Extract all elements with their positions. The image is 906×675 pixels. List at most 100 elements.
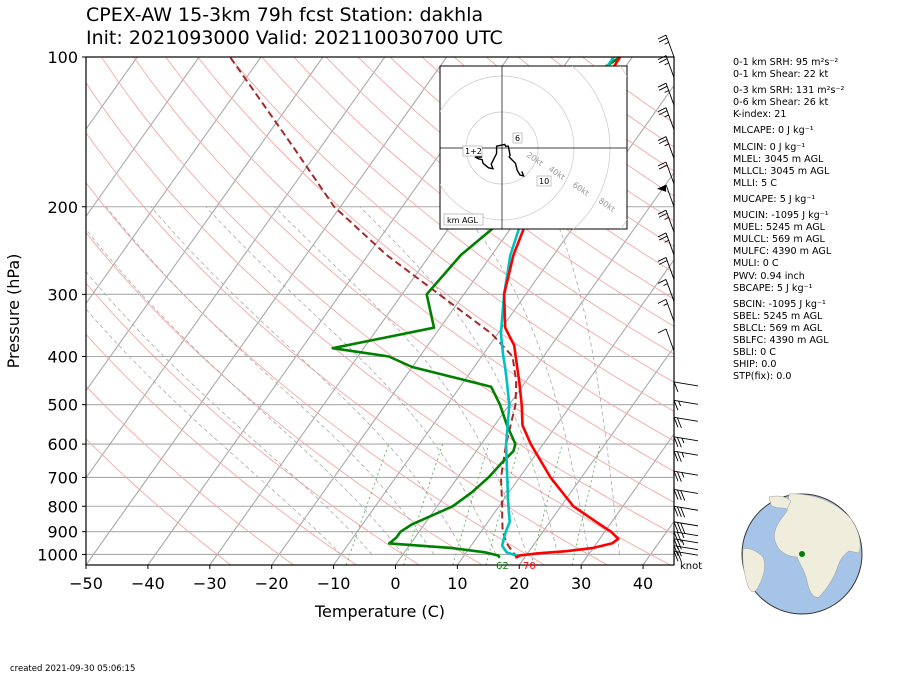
surface-temperature-label: 70 <box>523 561 536 572</box>
barb-half-flag <box>664 114 669 118</box>
index-line: MULI: 0 C <box>733 258 779 270</box>
chart-traces <box>229 57 622 559</box>
dry-adiabat <box>86 131 608 565</box>
barb-flag <box>676 471 682 482</box>
dry-adiabat <box>86 333 357 565</box>
y-tick-label: 1000 <box>37 545 78 564</box>
parcel_path-trace <box>229 57 520 559</box>
wind-barb <box>657 161 675 185</box>
index-line: MUCIN: -1095 J kg⁻¹ <box>733 210 829 222</box>
barb-flag <box>680 507 686 518</box>
index-line: 0-1 km SRH: 95 m²s⁻² <box>733 57 839 68</box>
x-tick-label: 0 <box>390 574 400 593</box>
barb-flag <box>658 37 668 43</box>
hodograph-height-box <box>462 145 483 157</box>
moist-adiabat <box>550 206 620 555</box>
wind-barb <box>657 107 675 130</box>
hodograph-height-box <box>536 175 552 187</box>
isotherm <box>86 57 448 565</box>
barb-shaft <box>665 184 675 207</box>
barb-shaft <box>665 107 675 130</box>
y-tick-label: 200 <box>47 198 78 217</box>
barb-shaft <box>665 328 675 352</box>
barb-flag <box>658 58 668 64</box>
x-tick-label: −20 <box>255 574 289 593</box>
dry-adiabat <box>86 385 294 565</box>
barb-flag <box>657 161 667 167</box>
y-tick-label: 500 <box>47 396 78 415</box>
wind-barb <box>673 450 699 462</box>
wind-barb <box>673 538 699 550</box>
wind-unit-label: knot <box>680 561 702 572</box>
barb-shaft <box>673 381 699 387</box>
moist-adiabat <box>274 206 528 555</box>
barb-shaft <box>673 450 699 456</box>
barb-flag <box>658 164 668 170</box>
isotherm <box>86 57 200 218</box>
barb-shaft <box>673 505 699 511</box>
wind-barbs <box>657 34 699 562</box>
mixing-ratio-line <box>403 443 444 565</box>
barb-shaft <box>673 550 699 556</box>
barb-flag <box>673 400 679 411</box>
mixing-ratio-line <box>530 443 563 565</box>
barb-flag <box>657 136 667 141</box>
dry-adiabat <box>101 57 674 535</box>
index-line: 0-6 km Shear: 26 kt <box>733 97 829 109</box>
x-tick-label: −50 <box>69 574 103 593</box>
index-line: 0-3 km SRH: 131 m²s⁻² <box>733 85 845 97</box>
dry-adiabat <box>357 57 674 300</box>
hodograph-footer-box <box>443 213 484 226</box>
y-tick-label: 600 <box>47 435 78 454</box>
wind-barb <box>657 279 675 302</box>
barb-shaft <box>673 470 699 476</box>
barb-shaft <box>673 545 699 551</box>
surface-dewpoint-label: 62 <box>496 561 509 572</box>
hodograph-height-label: 6 <box>515 134 520 143</box>
dry-adiabat <box>86 82 671 565</box>
created-timestamp: created 2021-09-30 05:06:15 <box>10 664 136 674</box>
barb-flag <box>676 551 682 562</box>
temperature-trace <box>502 57 622 559</box>
barb-flag <box>657 209 667 215</box>
barb-flag <box>676 532 682 543</box>
globe-land-south-america <box>742 548 765 593</box>
barb-flag <box>673 381 679 393</box>
wind-barb <box>657 136 675 159</box>
barb-shaft <box>665 136 675 159</box>
barb-shaft <box>665 299 675 322</box>
barb-half-flag <box>681 472 685 478</box>
barb-pennant <box>657 184 666 192</box>
dry-adiabat <box>293 57 674 355</box>
index-line: SHIP: 0.0 <box>733 359 777 371</box>
barb-flag <box>673 506 679 517</box>
barb-flag <box>673 451 679 462</box>
index-line: SBLCL: 569 m AGL <box>733 322 823 334</box>
moist-adiabat <box>458 206 589 555</box>
wind-barb <box>673 488 699 501</box>
wind-barb <box>673 436 699 448</box>
isotherm <box>580 433 674 565</box>
y-tick-label: 100 <box>47 48 78 67</box>
barb-flag <box>676 489 682 501</box>
barb-flag <box>658 85 668 91</box>
isotherm <box>395 171 674 565</box>
index-line: SBLFC: 4390 m AGL <box>733 334 829 346</box>
isotherm <box>86 57 324 392</box>
barb-flag <box>657 107 667 113</box>
hodograph-height-label: 1+2 <box>465 147 482 156</box>
dry-adiabat <box>86 282 420 565</box>
wind-barb <box>673 470 699 482</box>
index-line: MULCL: 569 m AGL <box>733 234 825 246</box>
barb-flag <box>676 539 682 550</box>
station-marker <box>799 551 805 557</box>
dry-adiabat <box>229 57 674 412</box>
index-line: SBCIN: -1095 J kg⁻¹ <box>733 298 826 310</box>
barb-flag <box>676 437 682 448</box>
y-tick-label: 800 <box>47 497 78 516</box>
x-tick-label: −40 <box>131 574 165 593</box>
index-line: K-index: 21 <box>733 109 787 121</box>
wind-barb <box>657 209 675 233</box>
barb-flag <box>657 232 667 238</box>
